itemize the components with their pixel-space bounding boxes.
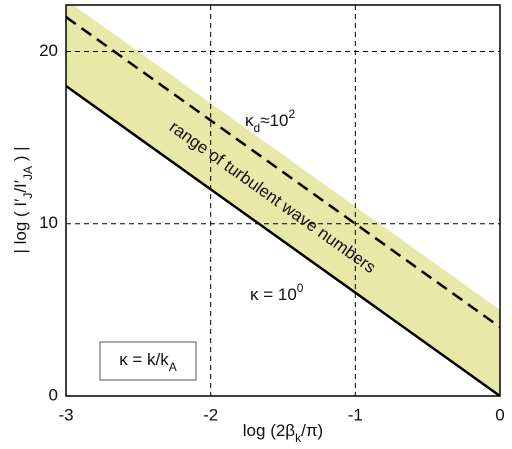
plot-frame [65,4,501,397]
y-axis-label-part: ) | [11,146,30,166]
plot-area [66,5,500,396]
y-tick-label: 10 [39,213,58,232]
line [66,16,500,329]
x-tick-label: -1 [348,405,363,424]
band [66,5,500,396]
series-label-part: κ = 10 [250,285,297,304]
series-label: κd≈102 [245,107,295,135]
x-axis-label-part: k [295,431,302,445]
legend-box [99,341,197,381]
legend-text-part: A [169,360,177,374]
x-axis-label-part: /π) [301,421,323,440]
band-label: range of turbulent wave numbers [166,117,379,277]
series-label-part: 0 [297,281,304,295]
legend-text-part: κ = k/k [119,350,169,369]
series-label-part: d [254,121,261,135]
y-axis-label-part: /I′ [11,180,30,193]
y-tick-label: 20 [39,41,58,60]
x-axis-label: log (2βk/π) [243,421,323,445]
x-tick-label: 0 [495,405,504,424]
y-axis-label-part: | log ( I′ [11,199,30,254]
y-axis-label-part: JA [21,166,35,180]
series-label-part: κ [245,111,254,130]
x-tick-label: -2 [203,405,218,424]
series-label-part: 2 [288,107,295,121]
y-axis-label-part: J [21,193,35,199]
line [66,84,500,396]
y-axis-label: | log ( I′J/I′JA ) | [11,146,35,253]
x-tick-label: -3 [58,405,73,424]
legend-text: κ = k/kA [119,350,177,374]
series-label-part: ≈10 [260,111,288,130]
x-axis-label-part: log (2β [243,421,296,440]
series-label: κ = 100 [250,281,304,304]
y-tick-label: 0 [49,385,58,404]
